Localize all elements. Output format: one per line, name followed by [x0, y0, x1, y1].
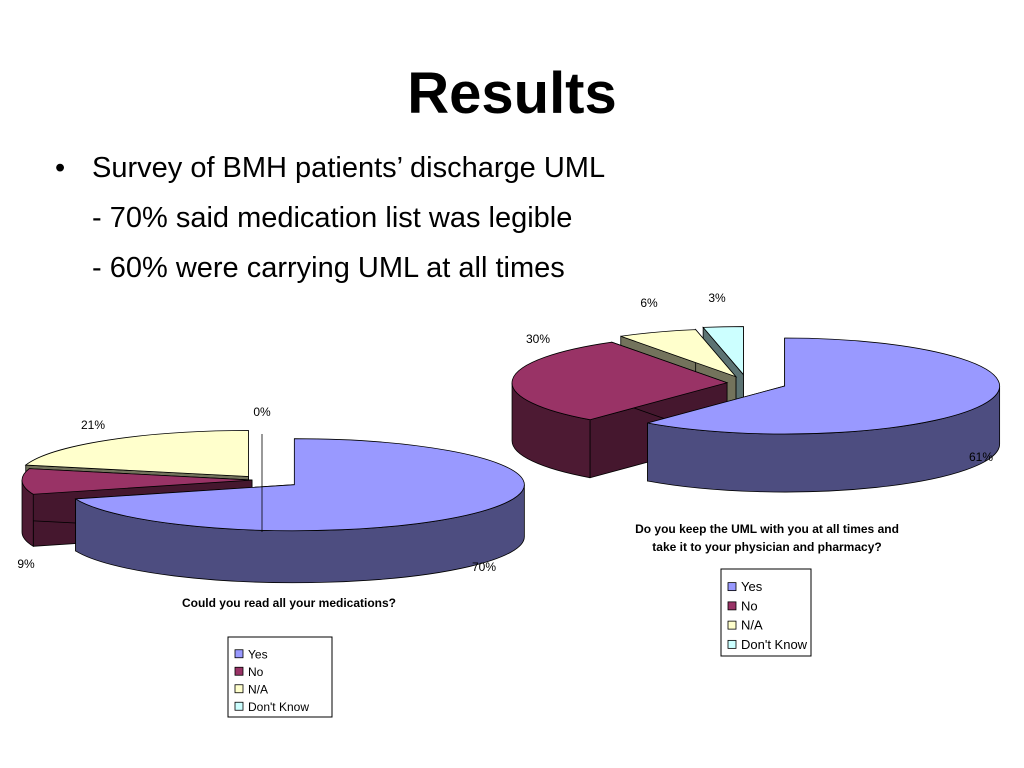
data-label: 6% — [640, 296, 658, 310]
bullet-marker: • — [55, 152, 66, 184]
pie-slice-yes — [647, 337, 1001, 435]
legend-label: Don't Know — [741, 637, 808, 652]
legend-swatch — [727, 620, 737, 630]
pie-slice-no — [21, 468, 253, 495]
chart-legend: Yes No N/A Don't Know — [227, 636, 333, 718]
pie-chart-2: 61% 30% 6% 3% Do you keep the UML with you a… — [511, 291, 1001, 657]
data-label: 70% — [472, 560, 496, 574]
bullet-list: • Survey of BMH patients’ discharge UML … — [55, 143, 605, 293]
legend-label: No — [248, 665, 264, 679]
bullet-item: • Survey of BMH patients’ discharge UML — [55, 143, 605, 193]
data-label: 61% — [969, 450, 993, 464]
data-label: 3% — [708, 291, 726, 305]
legend-box — [227, 636, 333, 718]
sub-point: - 60% were carrying UML at all times — [92, 252, 565, 284]
bullet-text: Survey of BMH patients’ discharge UML — [92, 152, 606, 184]
chart-title: take it to your physician and pharmacy? — [652, 540, 881, 554]
pie-slice-yes — [74, 438, 525, 532]
legend-swatch — [234, 666, 244, 676]
legend-label: Don't Know — [248, 700, 309, 714]
legend-swatch — [727, 601, 737, 611]
legend-swatch — [727, 639, 737, 649]
legend-swatch — [234, 649, 244, 659]
legend-swatch — [234, 684, 244, 694]
slide-title: Results — [407, 61, 617, 126]
data-label: 0% — [253, 405, 271, 419]
pie-slice-don-t-know — [702, 326, 744, 376]
data-label: 9% — [17, 557, 35, 571]
legend-label: N/A — [248, 682, 268, 696]
legend-label: No — [741, 598, 758, 613]
data-label: 30% — [526, 332, 550, 346]
pie-slice-n-a — [24, 430, 249, 477]
chart-title: Do you keep the UML with you at all time… — [635, 522, 899, 536]
data-label: 21% — [81, 418, 105, 432]
legend-label: Yes — [741, 579, 763, 594]
chart-legend: Yes No N/A Don't Know — [720, 568, 812, 657]
legend-label: N/A — [741, 618, 763, 633]
pie-slice-no — [511, 341, 729, 421]
pie-slice-n-a — [620, 329, 738, 378]
legend-swatch — [727, 582, 737, 592]
legend-label: Yes — [248, 647, 268, 661]
chart-title: Could you read all your medications? — [182, 596, 396, 610]
legend-swatch — [234, 701, 244, 711]
pie-chart-1: 70% 9% 21% 0% Could you read all your medica… — [17, 405, 525, 718]
sub-point: - 70% said medication list was legible — [92, 202, 573, 234]
